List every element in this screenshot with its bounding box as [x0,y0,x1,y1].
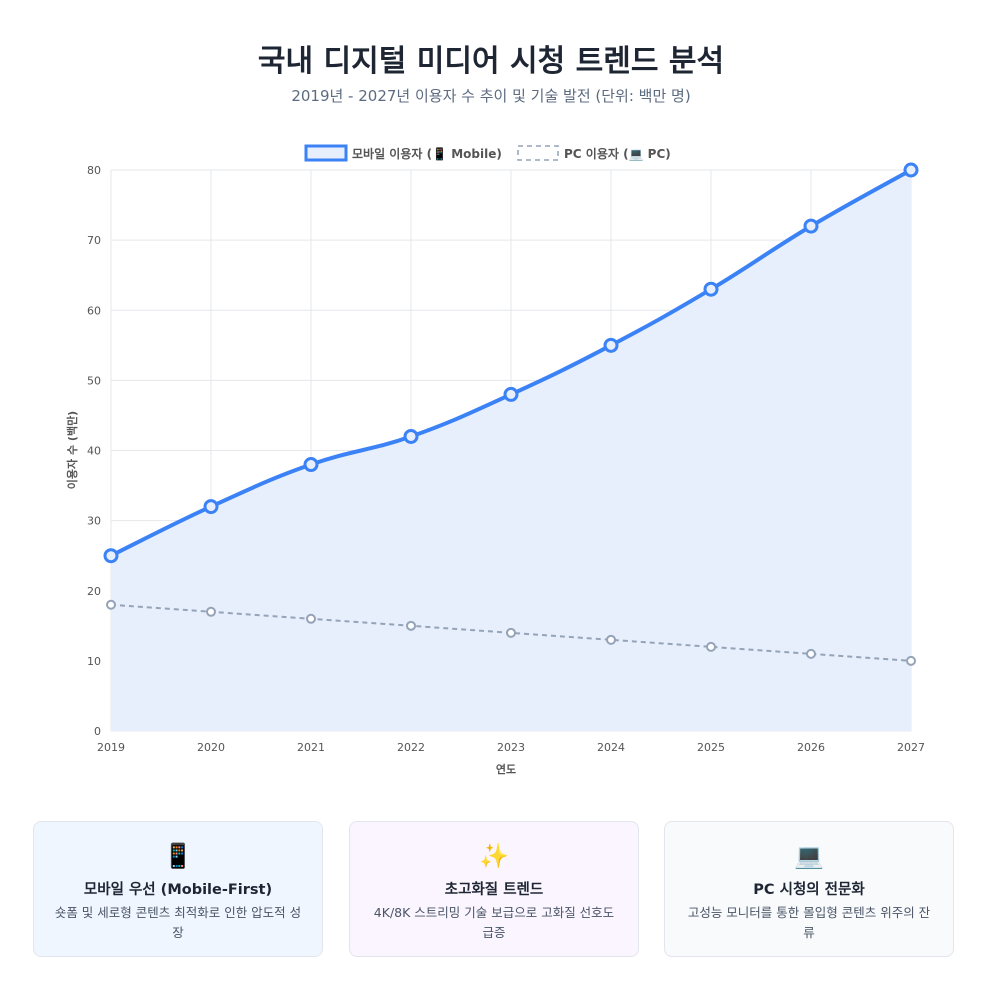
mobile-data-point [303,457,319,473]
x-tick-label: 2026 [797,741,825,754]
legend-swatch-pc[interactable] [517,145,559,161]
y-tick-label: 60 [87,304,101,317]
chart-legend: 모바일 이용자 (📱 Mobile) PC 이용자 (💻 PC) [304,144,671,162]
x-tick-label: 2027 [897,741,925,754]
page-subtitle: 2019년 - 2027년 이용자 수 추이 및 기술 발전 (단위: 백만 명… [291,87,691,105]
y-axis-title: 이용자 수 (백만) [65,411,79,489]
x-tick-label: 2023 [497,741,525,754]
pc-data-point [506,627,516,638]
x-tick-label: 2021 [297,741,325,754]
card-description: 4K/8K 스트리밍 기술 보급으로 고화질 선호도 급증 [373,905,615,940]
pc-data-point [906,655,916,666]
pc-data-point [306,613,316,624]
insight-card-pc: 💻 PC 시청의 전문화 고성능 모니터를 통한 몰입형 콘텐츠 위주의 잔류 [664,821,954,957]
pc-data-point [106,599,116,610]
pc-data-point [706,641,716,652]
y-tick-label: 20 [87,585,101,598]
mobile-data-point [103,548,119,564]
x-tick-label: 2024 [597,741,625,754]
pc-data-point [406,620,416,631]
x-axis-title: 연도 [496,762,516,776]
card-description: 숏폼 및 세로형 콘텐츠 최적화로 인한 압도적 성장 [54,905,302,940]
laptop-icon: 💻 [794,842,824,870]
x-tick-label: 2020 [197,741,225,754]
mobile-data-point [503,386,519,402]
mobile-data-point [803,218,819,234]
mobile-data-point [703,281,719,297]
mobile-data-point [403,428,419,444]
y-tick-label: 70 [87,234,101,247]
mobile-data-point [203,499,219,515]
y-tick-label: 0 [94,725,101,738]
mobile-data-point [903,162,919,178]
card-description: 고성능 모니터를 통한 몰입형 콘텐츠 위주의 잔류 [687,905,931,940]
x-tick-label: 2025 [697,741,725,754]
legend-label-mobile[interactable]: 모바일 이용자 (📱 Mobile) [352,146,502,161]
insight-card-mobile: 📱 모바일 우선 (Mobile-First) 숏폼 및 세로형 콘텐츠 최적화… [33,821,323,957]
legend-swatch-mobile[interactable] [304,144,348,162]
x-tick-label: 2022 [397,741,425,754]
insight-card-uhd: ✨ 초고화질 트렌드 4K/8K 스트리밍 기술 보급으로 고화질 선호도 급증 [349,821,639,957]
line-chart: 모바일 이용자 (📱 Mobile) PC 이용자 (💻 PC) 0 10 20 30… [65,144,925,776]
pc-data-point [806,648,816,659]
y-tick-label: 40 [87,445,101,458]
pc-data-point [606,634,616,645]
y-tick-label: 80 [87,164,101,177]
mobile-phone-icon: 📱 [163,842,193,870]
y-tick-label: 10 [87,655,101,668]
pc-data-point [206,606,216,617]
page-title: 국내 디지털 미디어 시청 트렌드 분석 [257,44,725,79]
card-title: PC 시청의 전문화 [753,882,865,898]
mobile-data-point [603,337,619,353]
x-tick-label: 2019 [97,741,125,754]
legend-label-pc[interactable]: PC 이용자 (💻 PC) [564,146,671,161]
card-title: 모바일 우선 (Mobile-First) [83,882,273,898]
y-tick-label: 30 [87,515,101,528]
y-tick-label: 50 [87,374,101,387]
mobile-area-fill [111,170,911,731]
sparkles-icon: ✨ [479,842,509,870]
card-title: 초고화질 트렌드 [444,882,544,898]
